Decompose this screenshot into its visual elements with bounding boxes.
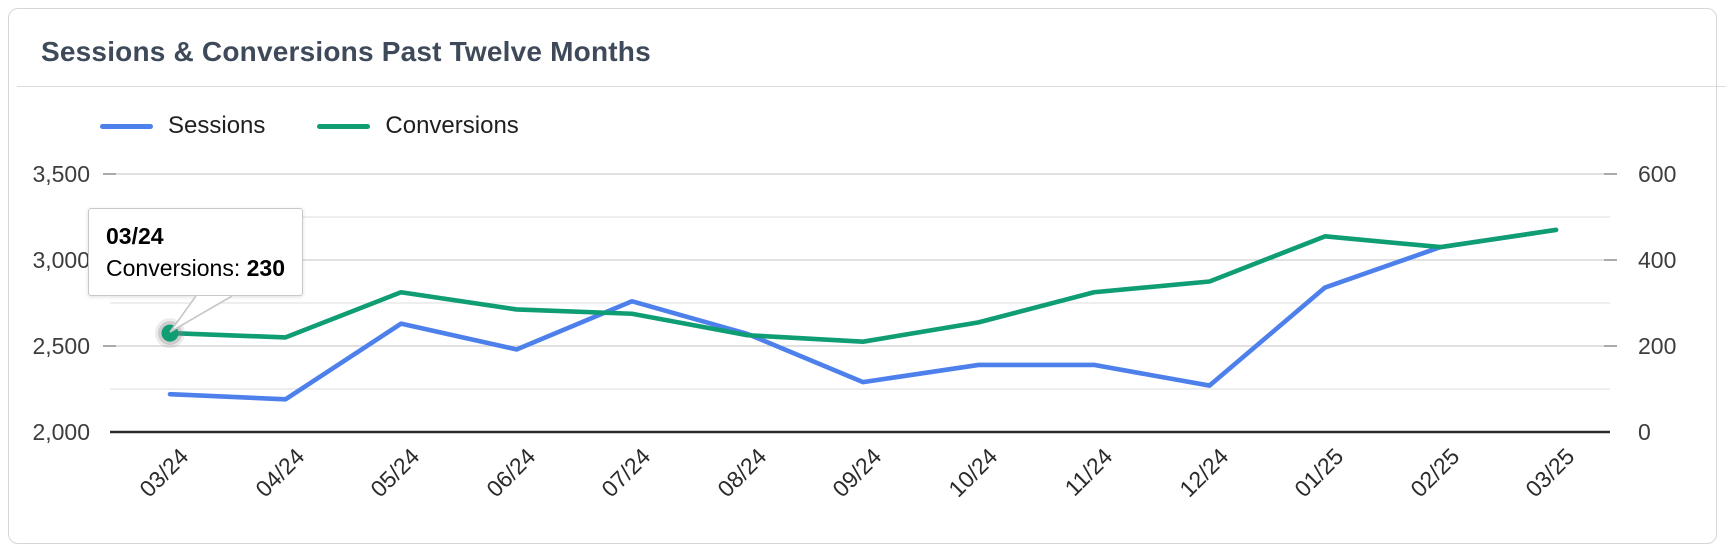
y-axis-right-tick: 600 [1638,161,1677,187]
sessions-swatch-icon [100,123,153,129]
legend-item-sessions[interactable]: Sessions [100,112,265,140]
legend-label-sessions: Sessions [168,112,266,139]
chart-legend: Sessions Conversions [100,112,519,140]
tooltip-date: 03/24 [106,223,164,249]
tooltip-pointer [169,295,233,333]
sessions-line[interactable] [167,227,1559,402]
y-axis-left-tick: 3,000 [32,247,90,273]
y-axis-left-tick: 2,000 [32,419,90,445]
chart-title: Sessions & Conversions Past Twelve Month… [41,36,651,67]
tooltip: 03/24 Conversions: 230 [88,208,303,296]
tooltip-series-label: Conversions: [106,255,241,281]
y-axis-left-tick: 3,500 [32,161,90,187]
y-axis-right-tick: 400 [1638,247,1677,273]
tooltip-body: Conversions: 230 [106,252,285,284]
conversions-swatch-icon [317,123,371,129]
y-axis-right-tick: 0 [1638,419,1651,445]
y-axis-left-tick: 2,500 [32,333,90,359]
legend-item-conversions[interactable]: Conversions [317,112,519,140]
conversions-line[interactable] [167,227,1559,345]
legend-label-conversions: Conversions [385,112,519,139]
tooltip-value: 230 [246,255,285,281]
title-divider [17,86,1726,87]
y-axis-right-tick: 200 [1638,333,1677,359]
